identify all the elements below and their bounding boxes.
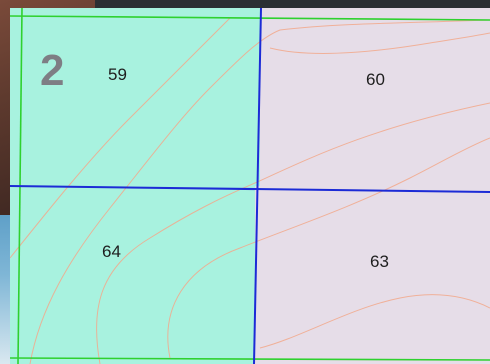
cell-59-fill[interactable] — [10, 8, 260, 186]
map-canvas — [10, 8, 490, 364]
cell-label-60: 60 — [366, 70, 385, 89]
map-view[interactable]: 2 59 60 64 63 — [10, 8, 490, 364]
cell-label-64: 64 — [102, 242, 121, 261]
contour-lines — [10, 17, 490, 364]
cell-label-59: 59 — [108, 65, 127, 84]
cell-64-fill[interactable] — [10, 186, 255, 364]
cell-label-63: 63 — [370, 252, 389, 271]
cell-60-fill[interactable] — [260, 8, 490, 190]
cell-63-fill[interactable] — [255, 190, 490, 364]
grid-lines — [10, 8, 490, 364]
map-number-badge: 2 — [40, 46, 65, 95]
